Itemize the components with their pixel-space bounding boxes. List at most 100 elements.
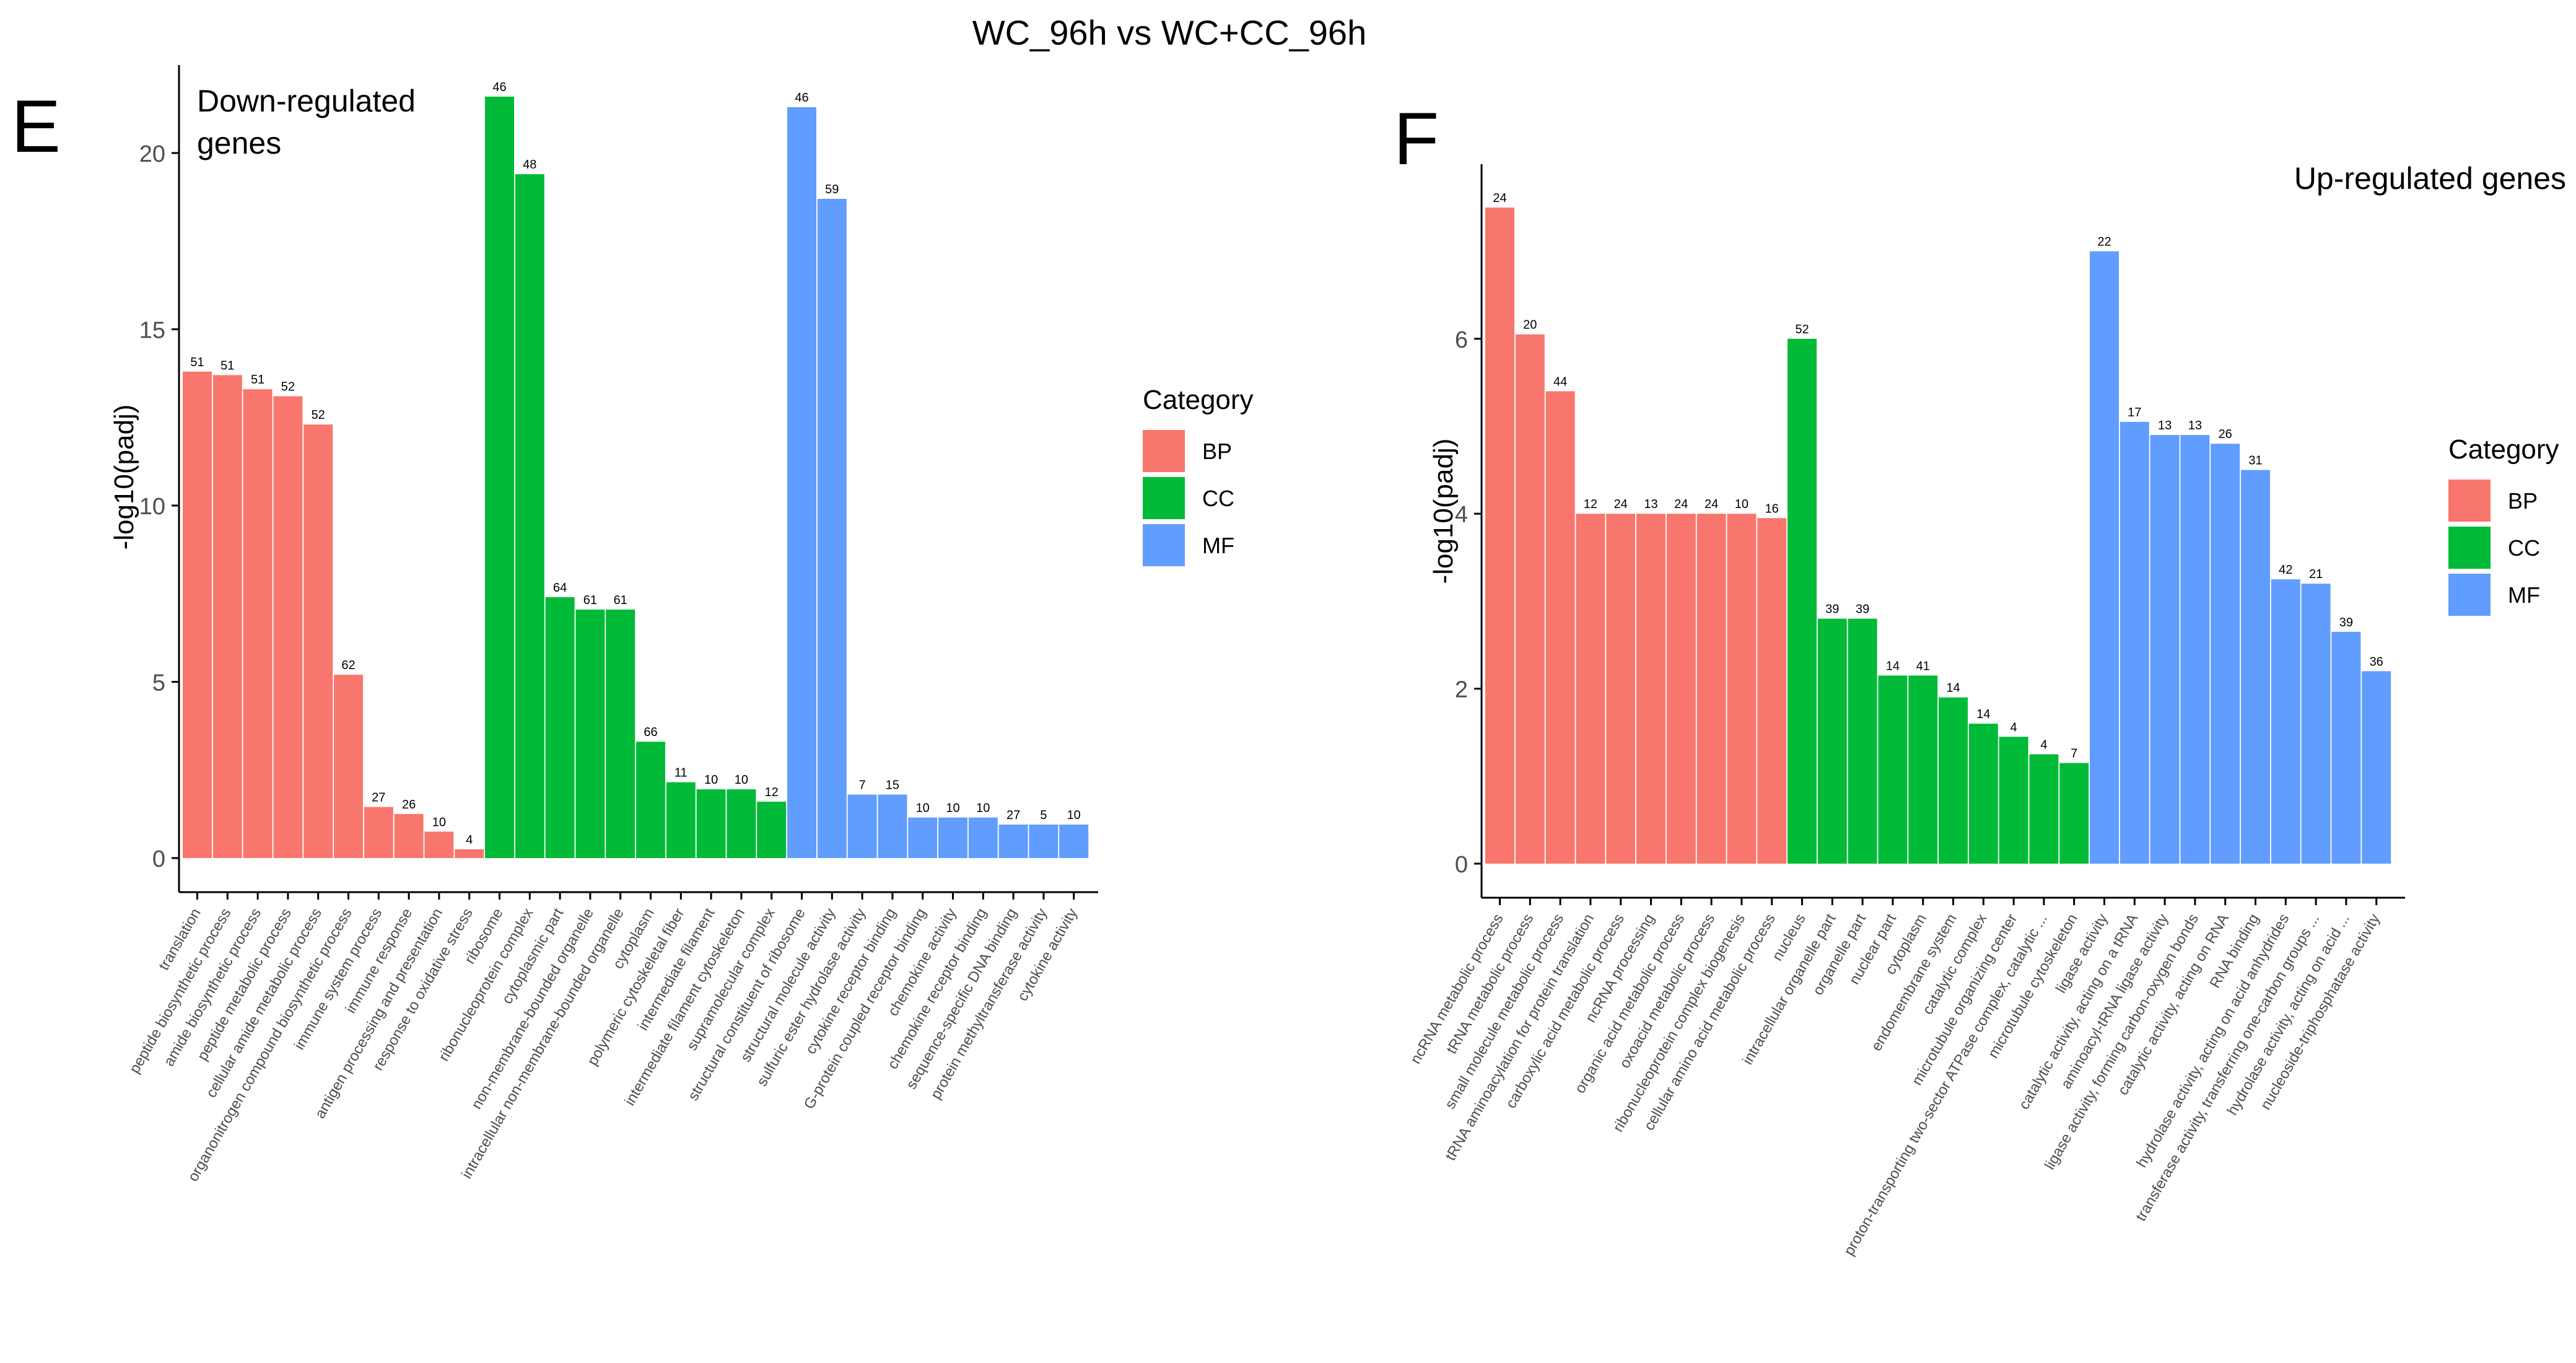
data-label: 22 xyxy=(2097,235,2111,249)
data-label: 10 xyxy=(916,802,930,815)
legend-entry-label: CC xyxy=(1202,486,1234,511)
bar xyxy=(1696,514,1726,864)
data-label: 36 xyxy=(2370,655,2383,668)
chart-title: Up-regulated genes xyxy=(2294,161,2566,196)
bar xyxy=(1878,675,1908,864)
y-tick-label: 0 xyxy=(152,846,165,872)
chart-title: genes xyxy=(197,126,281,160)
legend-key xyxy=(1143,524,1185,566)
data-label: 51 xyxy=(220,359,234,372)
y-axis-label: -log10(padj) xyxy=(1428,439,1459,584)
bar xyxy=(696,789,726,858)
bar xyxy=(394,813,424,858)
data-label: 51 xyxy=(251,373,264,387)
bar xyxy=(455,849,484,858)
bar xyxy=(575,609,605,858)
data-label: 16 xyxy=(1765,502,1779,515)
data-label: 10 xyxy=(1735,497,1749,511)
bar xyxy=(364,807,393,858)
bar xyxy=(636,742,665,858)
legend-key xyxy=(1143,430,1185,472)
bar xyxy=(2331,631,2361,864)
data-label: 14 xyxy=(1886,659,1900,673)
bar xyxy=(545,597,575,858)
y-tick-label: 2 xyxy=(1455,677,1468,703)
bar xyxy=(2059,763,2089,864)
bar xyxy=(1606,514,1636,864)
data-label: 21 xyxy=(2309,568,2323,581)
y-tick-label: 20 xyxy=(139,141,165,167)
bar xyxy=(938,817,967,858)
bar xyxy=(183,371,212,858)
data-label: 48 xyxy=(523,158,536,172)
bar xyxy=(727,789,756,858)
data-label: 59 xyxy=(825,183,839,196)
legend-title: Category xyxy=(2448,434,2559,465)
data-label: 26 xyxy=(402,798,416,812)
data-label: 44 xyxy=(1553,375,1567,389)
bar xyxy=(2180,435,2210,864)
bar xyxy=(968,817,998,858)
data-label: 4 xyxy=(466,833,473,847)
chart-title: Down-regulated xyxy=(197,84,416,118)
data-label: 62 xyxy=(341,659,355,672)
data-label: 46 xyxy=(492,81,506,94)
panel-e-down-regulated-chart: E Down-regulated genes 0 5 10 15 20 -log10(padj)… xyxy=(11,65,1254,1185)
data-label: 26 xyxy=(2219,427,2232,441)
panel-f-up-regulated-chart: F Up-regulated genes0246-log10(padj)24ncR… xyxy=(1394,97,2566,1258)
bar xyxy=(1515,334,1545,864)
data-label: 12 xyxy=(765,786,779,799)
bar xyxy=(2362,671,2391,864)
legend-entry-label: BP xyxy=(1202,439,1232,464)
data-label: 24 xyxy=(1614,497,1628,511)
data-label: 10 xyxy=(432,815,446,829)
bar xyxy=(1727,514,1757,864)
bar xyxy=(1908,675,1938,864)
bar xyxy=(847,794,877,858)
bar xyxy=(878,794,907,858)
y-tick-label: 10 xyxy=(139,494,165,520)
data-label: 64 xyxy=(553,581,567,595)
panel-label: E xyxy=(11,85,61,168)
data-label: 13 xyxy=(2188,419,2202,432)
bar xyxy=(1576,514,1605,864)
data-label: 41 xyxy=(1916,659,1930,673)
legend-title: Category xyxy=(1143,385,1254,415)
y-tick-label: 0 xyxy=(1455,852,1468,878)
data-label: 52 xyxy=(281,380,295,394)
bar xyxy=(2241,470,2270,864)
bar xyxy=(2150,435,2180,864)
legend: Category BP CC MF xyxy=(1143,385,1254,566)
bar xyxy=(243,389,273,858)
bar xyxy=(424,831,454,858)
bar xyxy=(2301,584,2331,864)
y-tick-label: 6 xyxy=(1455,327,1468,353)
bar xyxy=(485,96,514,859)
bar xyxy=(817,198,847,859)
bar xyxy=(1968,724,1998,864)
data-label: 27 xyxy=(1006,809,1020,822)
data-label: 5 xyxy=(1040,809,1047,822)
data-label: 39 xyxy=(1825,603,1839,616)
data-label: 31 xyxy=(2248,454,2262,468)
bar xyxy=(2271,579,2300,864)
legend-entry-label: BP xyxy=(2508,488,2538,514)
data-label: 10 xyxy=(704,773,718,787)
bar xyxy=(998,824,1028,858)
bar xyxy=(908,817,938,858)
legend-key xyxy=(2448,480,2491,522)
bar xyxy=(515,174,544,858)
data-label: 20 xyxy=(1523,318,1537,332)
data-label: 7 xyxy=(859,779,866,792)
data-label: 52 xyxy=(312,408,325,422)
bar xyxy=(787,107,816,858)
bar xyxy=(1029,824,1059,858)
data-label: 66 xyxy=(644,725,657,739)
legend-entry-label: CC xyxy=(2508,535,2540,561)
bar xyxy=(1848,618,1877,864)
data-label: 13 xyxy=(2158,419,2172,432)
data-label: 10 xyxy=(735,773,748,787)
y-tick-label: 15 xyxy=(139,318,165,344)
bar xyxy=(757,801,787,858)
